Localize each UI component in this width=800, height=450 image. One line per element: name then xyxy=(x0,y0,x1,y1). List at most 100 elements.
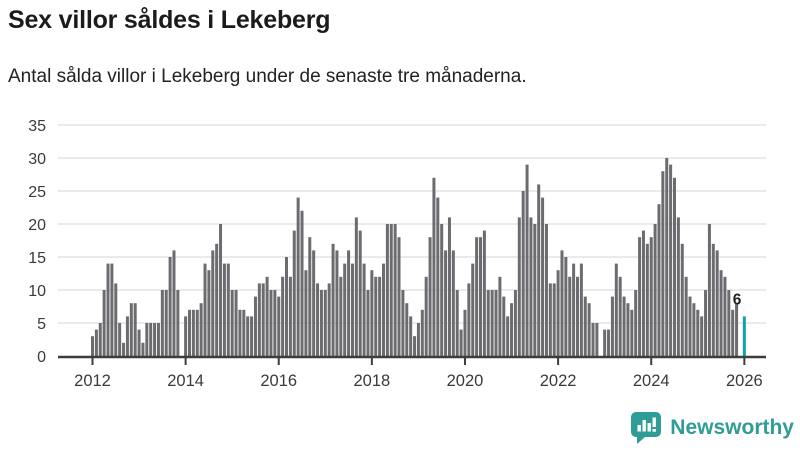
bar xyxy=(537,184,541,356)
bar xyxy=(137,329,141,356)
bar xyxy=(455,290,459,356)
bar xyxy=(184,316,188,356)
bar xyxy=(156,323,160,356)
bar xyxy=(529,217,533,356)
bar xyxy=(688,296,692,356)
bar xyxy=(219,224,223,356)
bar xyxy=(331,243,335,356)
bar xyxy=(102,290,106,356)
bar xyxy=(665,158,669,356)
bar xyxy=(475,237,479,356)
bar xyxy=(316,283,320,356)
bar xyxy=(374,276,378,356)
bar xyxy=(176,290,180,356)
bar xyxy=(715,250,719,356)
x-axis-tick-label: 2014 xyxy=(167,372,204,390)
bar xyxy=(424,276,428,356)
bar xyxy=(560,250,564,356)
bar xyxy=(397,237,401,356)
bar xyxy=(432,177,436,356)
bar xyxy=(230,290,234,356)
bar xyxy=(164,290,168,356)
bar xyxy=(94,329,98,356)
y-axis-tick-label: 5 xyxy=(37,316,46,333)
bar xyxy=(568,276,572,356)
bar xyxy=(428,237,432,356)
bar xyxy=(250,316,254,356)
bar xyxy=(517,217,521,356)
bar xyxy=(436,197,440,356)
bar xyxy=(226,263,230,356)
bar xyxy=(556,270,560,356)
bar xyxy=(300,210,304,356)
x-axis-tick-label: 2026 xyxy=(726,372,763,390)
bar xyxy=(444,250,448,356)
bar xyxy=(541,197,545,356)
y-axis-tick-label: 0 xyxy=(37,349,46,366)
bar xyxy=(370,270,374,356)
bar xyxy=(358,230,362,356)
bar xyxy=(727,290,731,356)
bar xyxy=(133,303,137,356)
bar xyxy=(440,224,444,356)
bar xyxy=(692,303,696,356)
bar xyxy=(680,243,684,356)
bar xyxy=(405,303,409,356)
bar xyxy=(203,263,207,356)
bar xyxy=(494,290,498,356)
page-title: Sex villor såldes i Lekeberg xyxy=(8,6,331,34)
bar xyxy=(420,309,424,356)
bar xyxy=(661,171,665,356)
bar xyxy=(707,224,711,356)
bar xyxy=(122,342,126,356)
bar xyxy=(222,263,226,356)
bar xyxy=(323,290,327,356)
bar xyxy=(645,243,649,356)
bar xyxy=(479,237,482,356)
bar xyxy=(269,290,273,356)
bar xyxy=(416,323,420,356)
bar xyxy=(188,309,191,356)
x-axis-tick-label: 2016 xyxy=(260,372,297,390)
bar xyxy=(641,230,645,356)
newsworthy-brand-text: Newsworthy xyxy=(670,415,794,439)
bar-highlight-latest xyxy=(742,316,746,356)
bar xyxy=(583,296,587,356)
bar xyxy=(510,303,514,356)
bar xyxy=(603,329,607,356)
bar xyxy=(498,276,502,356)
y-axis-tick-label: 30 xyxy=(28,151,46,168)
chart-subtitle: Antal sålda villor i Lekeberg under de s… xyxy=(8,66,527,87)
bar xyxy=(591,323,595,356)
bar xyxy=(704,290,708,356)
bar xyxy=(684,276,688,356)
bar xyxy=(544,224,548,356)
bar xyxy=(657,204,661,356)
bar xyxy=(513,290,517,356)
bar xyxy=(413,336,417,356)
bar xyxy=(735,303,739,356)
bar xyxy=(343,263,347,356)
bar xyxy=(172,250,176,356)
bar xyxy=(304,270,308,356)
bar xyxy=(153,323,157,356)
newsworthy-logo-icon xyxy=(631,412,662,444)
bar xyxy=(564,257,568,356)
bar xyxy=(614,263,618,356)
x-axis-tick-label: 2020 xyxy=(447,372,484,390)
bar xyxy=(296,197,300,356)
bar xyxy=(533,224,537,356)
bar xyxy=(242,309,246,356)
x-axis-tick-label: 2024 xyxy=(633,372,670,390)
bar xyxy=(125,316,129,356)
bar xyxy=(362,263,366,356)
bar xyxy=(447,217,451,356)
bar xyxy=(525,164,529,356)
x-axis-tick-label: 2022 xyxy=(540,372,577,390)
bar xyxy=(463,309,467,356)
bar xyxy=(610,296,614,356)
bar xyxy=(277,296,281,356)
bar xyxy=(630,309,634,356)
bar xyxy=(378,276,382,356)
bar xyxy=(308,237,312,356)
